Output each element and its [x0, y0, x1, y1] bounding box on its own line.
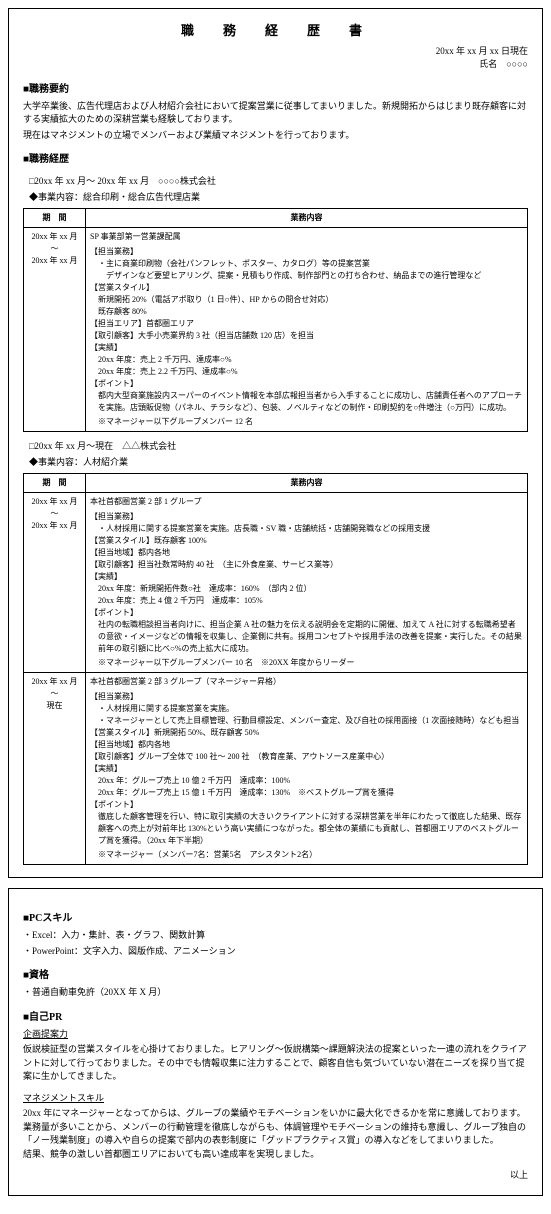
job2-r2-r5-l1: 20xx 年：グループ売上 10 億 2 千万円 達成率：100% [90, 775, 523, 787]
job2-r2-r2: 【営業スタイル】新規開拓 50%、既存顧客 50% [90, 727, 523, 739]
job2-table: 期 間 業務内容 20xx 年 xx 月 ～ 20xx 年 xx 月 本社首都圏… [23, 473, 528, 865]
job2-r2-r6-label: 【ポイント】 [90, 799, 523, 811]
name-line: 氏名 ○○○○ [23, 58, 528, 72]
end-text: 以上 [23, 1169, 528, 1183]
job1-r5-l2: 20xx 年度：売上 2.2 千万円、達成率○% [90, 366, 523, 378]
pc-l2: ・PowerPoint：文字入力、図版作成、アニメーション [23, 945, 528, 959]
job1-r3: 【担当エリア】首都圏エリア [90, 318, 523, 330]
job2-r1-l1: ・人材採用に関する提案営業を実施。店長職・SV 職・店舗統括・店舗開発職などの採… [90, 523, 523, 535]
pr-block-2: マネジメントスキル 20xx 年にマネージャーとなってからは、グループの業績やモ… [23, 1092, 528, 1162]
pr2-title: マネジメントスキル [23, 1092, 528, 1106]
lic-l1: ・普通自動車免許（20XX 年 X 月） [23, 986, 528, 1000]
pc-heading: ■PCスキル [23, 911, 528, 926]
job2-th-period: 期 間 [24, 474, 86, 493]
doc-title: 職 務 経 歴 書 [23, 21, 528, 41]
job1-table: 期 間 業務内容 20xx 年 xx 月 ～ 20xx 年 xx 月 SP 事業… [23, 208, 528, 432]
job2-r1-r5-l2: 20xx 年度：売上 4 億 2 千万円 達成率：105% [90, 595, 523, 607]
job2-r1-dept: 本社首都圏営業 2 部 1 グループ [90, 496, 523, 508]
job1-r4: 【取引顧客】大手小売業界約 3 社（担当店舗数 120 店）を担当 [90, 330, 523, 342]
job1-r2-l2: 既存顧客 80% [90, 306, 523, 318]
date-line: 20xx 年 xx 月 xx 日現在 [23, 45, 528, 59]
pr-block-1: 企画提案力 仮説検証型の営業スタイルを心掛けておりました。ヒアリング～仮説構築～… [23, 1028, 528, 1084]
job1-r1-l1: ・主に商業印刷物（会社パンフレット、ポスター、カタログ）等の提案営業 [90, 258, 523, 270]
job2-r2-r1-l1: ・人材採用に関する提案営業を実施。 [90, 703, 523, 715]
pr-heading: ■自己PR [23, 1010, 528, 1025]
job1-note: ※マネージャー以下グループメンバー 12 名 [90, 416, 523, 428]
job1-th-period: 期 間 [24, 209, 86, 228]
job2-r2-r6-l1: 徹底した顧客管理を行い、特に取引実績の大きいクライアントに対する深耕営業を半年に… [90, 811, 523, 847]
job1-desc: ◆事業内容：総合印刷・総合広告代理店業 [29, 191, 528, 205]
pr1-body: 仮説検証型の営業スタイルを心掛けておりました。ヒアリング～仮説構築～課題解決法の… [23, 1043, 528, 1084]
job2-title: □20xx 年 xx 月～現在 △△株式会社 [29, 440, 528, 454]
job2-r2-r5-l2: 20xx 年：グループ売上 15 億 1 千万円 達成率：130% ※ベストグル… [90, 787, 523, 799]
job1-r1-label: 【担当業務】 [90, 246, 523, 258]
job2-r2-r5-label: 【実績】 [90, 763, 523, 775]
job2-r1-label: 【担当業務】 [90, 511, 523, 523]
job1-r1-l2: デザインなど要望ヒアリング、提案・見積もり作成、制作部門との打ち合わせ、納品まで… [90, 270, 523, 282]
job1-title: □20xx 年 xx 月～ 20xx 年 xx 月 ○○○○株式会社 [29, 175, 528, 189]
job1-r2-label: 【営業スタイル】 [90, 282, 523, 294]
pr2-body2: 結果、競争の激しい首都圏エリアにおいても高い達成率を実現しました。 [23, 1148, 528, 1162]
job2-r1-note: ※マネージャー以下グループメンバー 10 名 ※20XX 年度からリーダー [90, 657, 523, 669]
job2-r2-note: ※マネージャー（メンバー7名：営業5名 アシスタント2名） [90, 849, 523, 861]
job1-period: 20xx 年 xx 月 ～ 20xx 年 xx 月 [24, 228, 86, 432]
summary-text-1: 大学卒業後、広告代理店および人材紹介会社において提案営業に従事してまいりました。… [23, 100, 528, 127]
job2-r1-r2: 【営業スタイル】既存顧客 100% [90, 535, 523, 547]
page-2: ■PCスキル ・Excel：入力・集計、表・グラフ、関数計算 ・PowerPoi… [8, 888, 543, 1196]
job2-r1-r4: 【取引顧客】担当社数常時約 40 社 （主に外食産業、サービス業等） [90, 559, 523, 571]
job1-r5-l1: 20xx 年度：売上 2 千万円、達成率○% [90, 354, 523, 366]
job2-desc: ◆事業内容：人材紹介業 [29, 456, 528, 470]
job2-r1-period: 20xx 年 xx 月 ～ 20xx 年 xx 月 [24, 493, 86, 673]
pr2-body: 20xx 年にマネージャーとなってからは、グループの業績やモチベーションをいかに… [23, 1107, 528, 1148]
job2-r1-r3: 【担当地域】都内各地 [90, 547, 523, 559]
job2-r2-content: 本社首都圏営業 2 部 3 グループ（マネージャー昇格） 【担当業務】 ・人材採… [86, 673, 528, 865]
job1-th-content: 業務内容 [86, 209, 528, 228]
job1-r6-l1: 都内大型商業施設内スーパーのイベント情報を本部広報担当者から入手することに成功し… [90, 390, 523, 414]
job1-r6-label: 【ポイント】 [90, 378, 523, 390]
summary-heading: ■職務要約 [23, 82, 528, 97]
lic-heading: ■資格 [23, 968, 528, 983]
summary-text-2: 現在はマネジメントの立場でメンバーおよび業績マネジメントを行っております。 [23, 129, 528, 143]
job1-r5-label: 【実績】 [90, 342, 523, 354]
job2-r1-r6-l1: 社内の転職相談担当者向けに、担当企業 A 社の魅力を伝える説明会を定期的に開催、… [90, 619, 523, 655]
job2-r2-r3: 【担当地域】都内各地 [90, 739, 523, 751]
job2-r2-r1-label: 【担当業務】 [90, 691, 523, 703]
job2-th-content: 業務内容 [86, 474, 528, 493]
job1-dept: SP 事業部第一営業課配属 [90, 231, 523, 243]
job1-r2-l1: 新規開拓 20%（電話アポ取り（1 日○件）、HP からの問合せ対応） [90, 294, 523, 306]
history-heading: ■職務経歴 [23, 152, 528, 167]
job2-r2-r4: 【取引顧客】グループ全体で 100 社～ 200 社 （教育産業、アウトソース産… [90, 751, 523, 763]
page-1: 職 務 経 歴 書 20xx 年 xx 月 xx 日現在 氏名 ○○○○ ■職務… [8, 8, 543, 878]
job2-r1-r6-label: 【ポイント】 [90, 607, 523, 619]
job2-r1-r5-label: 【実績】 [90, 571, 523, 583]
job1-content: SP 事業部第一営業課配属 【担当業務】 ・主に商業印刷物（会社パンフレット、ポ… [86, 228, 528, 432]
pr1-title: 企画提案力 [23, 1028, 528, 1042]
job2-r2-period: 20xx 年 xx 月 ～ 現在 [24, 673, 86, 865]
job2-r2-dept: 本社首都圏営業 2 部 3 グループ（マネージャー昇格） [90, 676, 523, 688]
job2-r1-r5-l1: 20xx 年度：新規開拓件数○社 達成率：160% （部内 2 位） [90, 583, 523, 595]
job2-r1-content: 本社首都圏営業 2 部 1 グループ 【担当業務】 ・人材採用に関する提案営業を… [86, 493, 528, 673]
pc-l1: ・Excel：入力・集計、表・グラフ、関数計算 [23, 929, 528, 943]
job2-r2-r1-l2: ・マネージャーとして売上目標管理、行動目標設定、メンバー査定、及び自社の採用面接… [90, 715, 523, 727]
